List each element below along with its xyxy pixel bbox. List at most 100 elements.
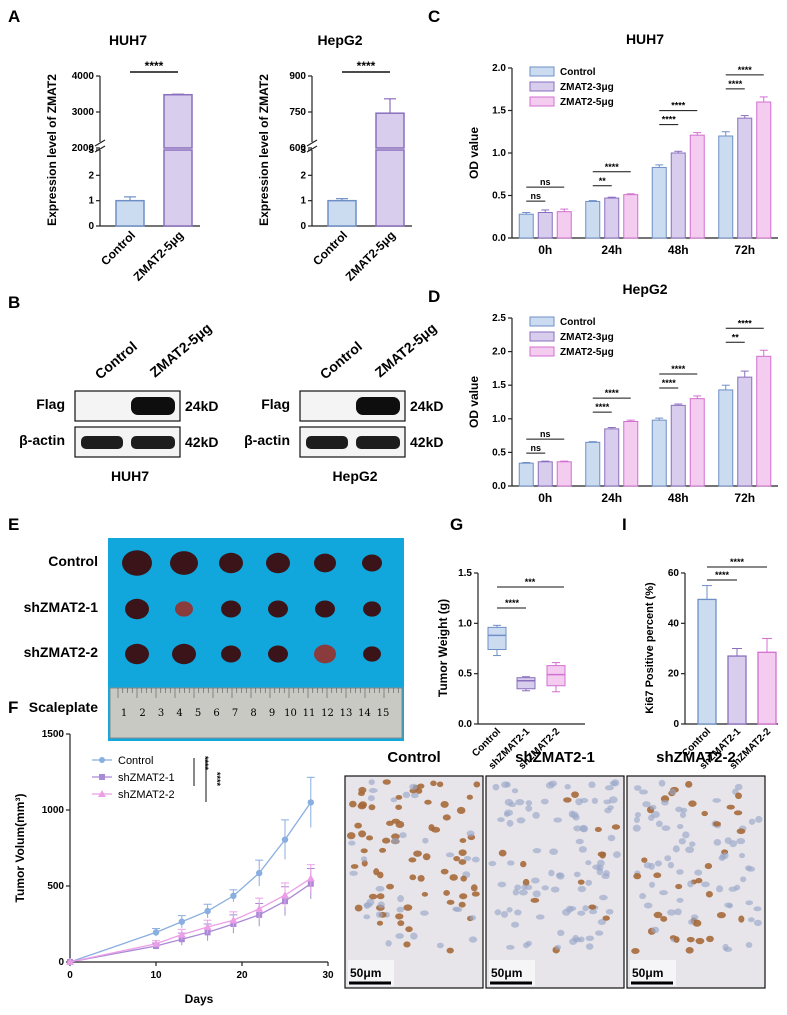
blot-row-label: Flag — [261, 396, 290, 412]
ihc-nucleus — [514, 909, 522, 916]
x-tick-label: Control — [98, 228, 138, 268]
y-tick-label: 2.5 — [492, 313, 506, 324]
y-tick-label: 1.0 — [492, 414, 506, 425]
ihc-nucleus — [688, 919, 695, 925]
y-tick-label: 0.0 — [458, 719, 472, 730]
ruler-number: 5 — [195, 708, 201, 719]
panel-letter-e: E — [8, 515, 19, 534]
x-tick-label: Control — [310, 228, 350, 268]
y-axis-label: Expression level of ZMAT2 — [257, 74, 271, 226]
ihc-nucleus — [540, 798, 549, 805]
ihc-nucleus — [358, 801, 367, 809]
tumor-specimen — [221, 645, 241, 663]
y-axis-label: Ki67 Positive percent (%) — [644, 582, 656, 714]
ihc-nucleus — [395, 804, 403, 810]
bar-ZMAT2-3μg — [737, 117, 753, 239]
ihc-nucleus — [354, 822, 362, 829]
ihc-nucleus — [591, 797, 598, 804]
data-point — [204, 907, 211, 915]
ihc-nucleus — [578, 936, 585, 943]
ihc-nucleus — [585, 860, 592, 866]
ihc-nucleus — [724, 902, 733, 908]
bar-Control — [518, 462, 534, 487]
bar-ZMAT2-5μg — [756, 355, 772, 487]
ihc-nucleus — [588, 909, 598, 915]
ihc-nucleus — [368, 779, 375, 786]
data-point — [178, 918, 185, 925]
ihc-nucleus — [685, 946, 694, 954]
bar-treatment-lower — [375, 149, 405, 227]
ihc-nucleus — [417, 783, 425, 789]
ihc-nucleus — [506, 944, 515, 950]
ihc-nucleus — [682, 831, 690, 839]
data-point — [255, 904, 264, 912]
ihc-nucleus — [588, 904, 597, 910]
ihc-nucleus — [402, 791, 411, 799]
ihc-nucleus — [648, 881, 656, 888]
blot-size-label: 42kD — [185, 434, 218, 450]
x-tick-label: 48h — [668, 243, 689, 257]
ihc-nucleus — [667, 909, 676, 916]
ihc-nucleus — [511, 788, 519, 794]
ihc-nucleus — [661, 825, 671, 832]
ihc-nucleus — [548, 869, 555, 877]
blot-cell-line-label: HepG2 — [332, 468, 377, 484]
ihc-nucleus — [678, 838, 686, 845]
y-tick-label: 0.5 — [492, 447, 506, 458]
ihc-nucleus — [748, 818, 756, 825]
ihc-nucleus — [522, 942, 530, 949]
data-point — [152, 929, 160, 936]
ihc-nucleus — [658, 779, 666, 787]
ihc-nucleus — [633, 785, 642, 791]
series-line-shZMAT2-1 — [69, 883, 312, 963]
ihc-nucleus — [548, 780, 557, 787]
tumor-specimen — [314, 644, 336, 664]
ihc-nucleus — [685, 781, 693, 788]
ihc-nucleus — [379, 847, 387, 853]
ihc-nucleus — [430, 780, 437, 787]
ihc-nucleus — [753, 919, 762, 927]
x-tick-label: 24h — [601, 491, 622, 505]
ihc-nucleus — [514, 884, 522, 891]
ihc-nucleus — [391, 833, 400, 840]
axis-break-mark — [306, 139, 318, 147]
data-point — [230, 892, 237, 900]
tumor-specimen — [219, 552, 243, 574]
ihc-nucleus — [421, 891, 429, 897]
ihc-nucleus — [549, 848, 559, 855]
y-tick-label: 0.0 — [492, 481, 506, 492]
ihc-nucleus — [596, 868, 604, 876]
significance-label: **** — [728, 79, 743, 89]
box-shZMAT2-1 — [516, 677, 536, 690]
y-tick-label: 4000 — [72, 71, 95, 82]
ruler-number: 12 — [321, 708, 334, 719]
ihc-nucleus — [554, 944, 562, 950]
ihc-nucleus — [569, 938, 578, 946]
bar-shZMAT2-2 — [757, 651, 777, 725]
ihc-nucleus — [413, 850, 422, 857]
ihc-nucleus — [701, 881, 710, 888]
y-axis-label: Expression level of ZMAT2 — [45, 74, 59, 226]
legend-swatch — [529, 81, 555, 92]
significance-label: **** — [200, 756, 210, 771]
legend-label: shZMAT2-1 — [118, 772, 175, 784]
ihc-nucleus — [453, 855, 461, 862]
ihc-nucleus — [688, 800, 697, 807]
blot-column-label: Control — [92, 338, 140, 382]
ihc-nucleus — [522, 878, 530, 887]
ihc-nucleus — [410, 792, 419, 799]
blot-band-control — [306, 436, 348, 449]
y-tick-label: 1.5 — [492, 106, 506, 117]
ihc-nucleus — [579, 824, 588, 833]
significance-label: **** — [145, 59, 164, 73]
bar-ZMAT2-5μg — [623, 194, 639, 239]
ihc-nucleus — [382, 837, 391, 844]
ihc-nucleus — [360, 848, 368, 854]
legend-marker — [99, 757, 105, 763]
ihc-nucleus — [442, 814, 451, 821]
ihc-nucleus — [349, 800, 357, 808]
legend-swatch — [529, 331, 555, 342]
data-point — [281, 891, 289, 899]
ihc-nucleus — [346, 832, 356, 840]
